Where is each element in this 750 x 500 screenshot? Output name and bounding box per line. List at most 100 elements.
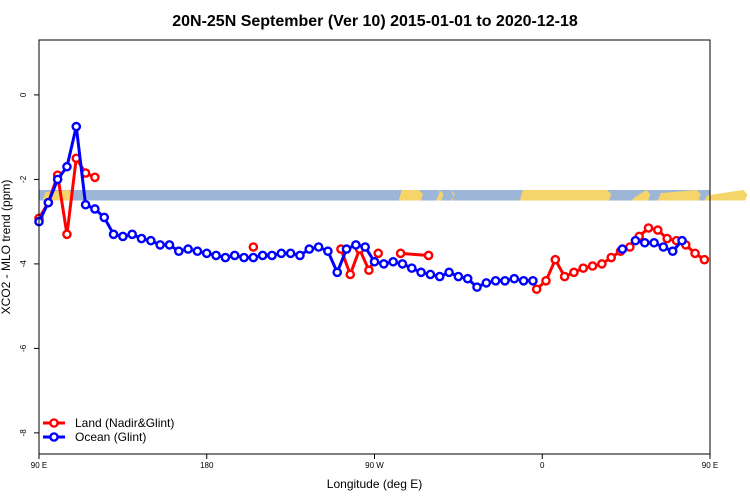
data-point xyxy=(617,244,628,254)
series-land xyxy=(34,153,710,295)
x-tick-label: 90 W xyxy=(365,461,384,470)
data-point xyxy=(462,273,473,284)
map-strip-ocean xyxy=(39,189,710,201)
data-point xyxy=(345,269,356,280)
data-point xyxy=(71,121,82,132)
data-point xyxy=(192,246,203,257)
data-point xyxy=(155,240,165,250)
data-point xyxy=(248,252,259,263)
x-tick-label: 180 xyxy=(200,461,214,470)
y-axis-label: XCO2 - MLO trend (ppm) xyxy=(0,180,13,315)
data-point xyxy=(295,250,305,261)
data-point xyxy=(80,199,91,210)
data-point xyxy=(62,161,72,172)
x-tick-label: 0 xyxy=(540,461,545,470)
y-tick-label: -4 xyxy=(19,260,28,268)
data-point xyxy=(528,275,538,286)
data-point xyxy=(643,223,654,233)
data-point xyxy=(323,246,333,257)
data-point xyxy=(699,254,710,265)
data-point xyxy=(653,225,663,235)
legend-marker xyxy=(49,418,59,428)
data-point xyxy=(444,267,454,278)
series-ocean xyxy=(34,121,687,292)
data-point xyxy=(658,242,669,252)
legend: Land (Nadir&Glint)Ocean (Glint) xyxy=(43,416,174,444)
map-strip xyxy=(39,189,748,201)
data-point xyxy=(677,235,687,246)
data-point xyxy=(201,248,212,259)
data-point xyxy=(639,237,650,248)
data-point xyxy=(416,267,426,278)
data-point xyxy=(118,231,128,242)
data-point xyxy=(239,252,249,263)
data-point xyxy=(630,235,641,246)
data-point xyxy=(164,240,175,250)
data-point xyxy=(406,263,417,273)
data-point xyxy=(667,246,678,257)
data-point xyxy=(332,267,343,278)
data-point xyxy=(183,244,193,254)
data-point xyxy=(90,204,100,214)
data-point xyxy=(625,242,635,252)
series-layer xyxy=(34,121,710,295)
data-point xyxy=(434,271,445,282)
legend-label: Land (Nadir&Glint) xyxy=(75,416,174,430)
map-land-patch xyxy=(657,189,701,201)
data-point xyxy=(313,242,324,252)
map-land-patch xyxy=(631,189,651,201)
data-point xyxy=(606,252,617,263)
map-land-patch xyxy=(450,189,455,201)
data-point xyxy=(453,271,464,282)
data-point xyxy=(472,282,482,292)
data-point xyxy=(127,229,137,240)
data-point xyxy=(518,275,529,286)
y-tick-label: -2 xyxy=(19,175,28,183)
data-point xyxy=(351,240,361,250)
data-point xyxy=(304,244,315,254)
data-point xyxy=(220,252,231,263)
data-point xyxy=(481,278,492,288)
series-line xyxy=(37,125,533,289)
data-point xyxy=(690,248,700,259)
data-point xyxy=(99,212,110,223)
map-strip-land xyxy=(42,189,748,201)
data-point xyxy=(285,248,296,259)
data-point xyxy=(388,256,398,267)
data-point xyxy=(425,269,436,280)
data-point xyxy=(395,248,406,259)
data-point xyxy=(550,254,561,265)
data-point xyxy=(276,248,287,259)
data-point xyxy=(211,250,221,261)
data-point xyxy=(267,250,277,261)
data-point xyxy=(649,237,659,248)
data-point xyxy=(490,275,501,286)
data-point xyxy=(62,229,72,240)
data-point xyxy=(531,284,542,295)
data-point xyxy=(578,263,589,273)
x-tick-label: 90 E xyxy=(702,461,718,470)
data-point xyxy=(108,229,119,240)
data-point xyxy=(500,275,510,286)
data-point xyxy=(423,250,434,261)
map-land-patch xyxy=(519,189,612,201)
data-point xyxy=(597,259,607,269)
data-point xyxy=(173,246,184,257)
data-point xyxy=(509,273,520,284)
data-point xyxy=(136,233,147,244)
map-land-patch xyxy=(704,189,748,201)
x-tick-label: 90 E xyxy=(31,461,47,470)
legend-marker xyxy=(49,432,59,442)
y-tick-label: -6 xyxy=(19,344,28,352)
chart-title: 20N-25N September (Ver 10) 2015-01-01 to… xyxy=(172,13,578,30)
y-axis: 0 -2 -4 -6 -8 xyxy=(19,92,39,436)
legend-label: Ocean (Glint) xyxy=(75,430,146,444)
data-point xyxy=(360,242,370,252)
data-point xyxy=(587,261,598,271)
data-point xyxy=(43,197,54,208)
y-tick-label: -8 xyxy=(19,429,28,437)
map-land-patch xyxy=(398,189,423,201)
data-point xyxy=(257,250,268,261)
x-axis: 90 E 180 90 W 0 90 E xyxy=(31,454,718,470)
